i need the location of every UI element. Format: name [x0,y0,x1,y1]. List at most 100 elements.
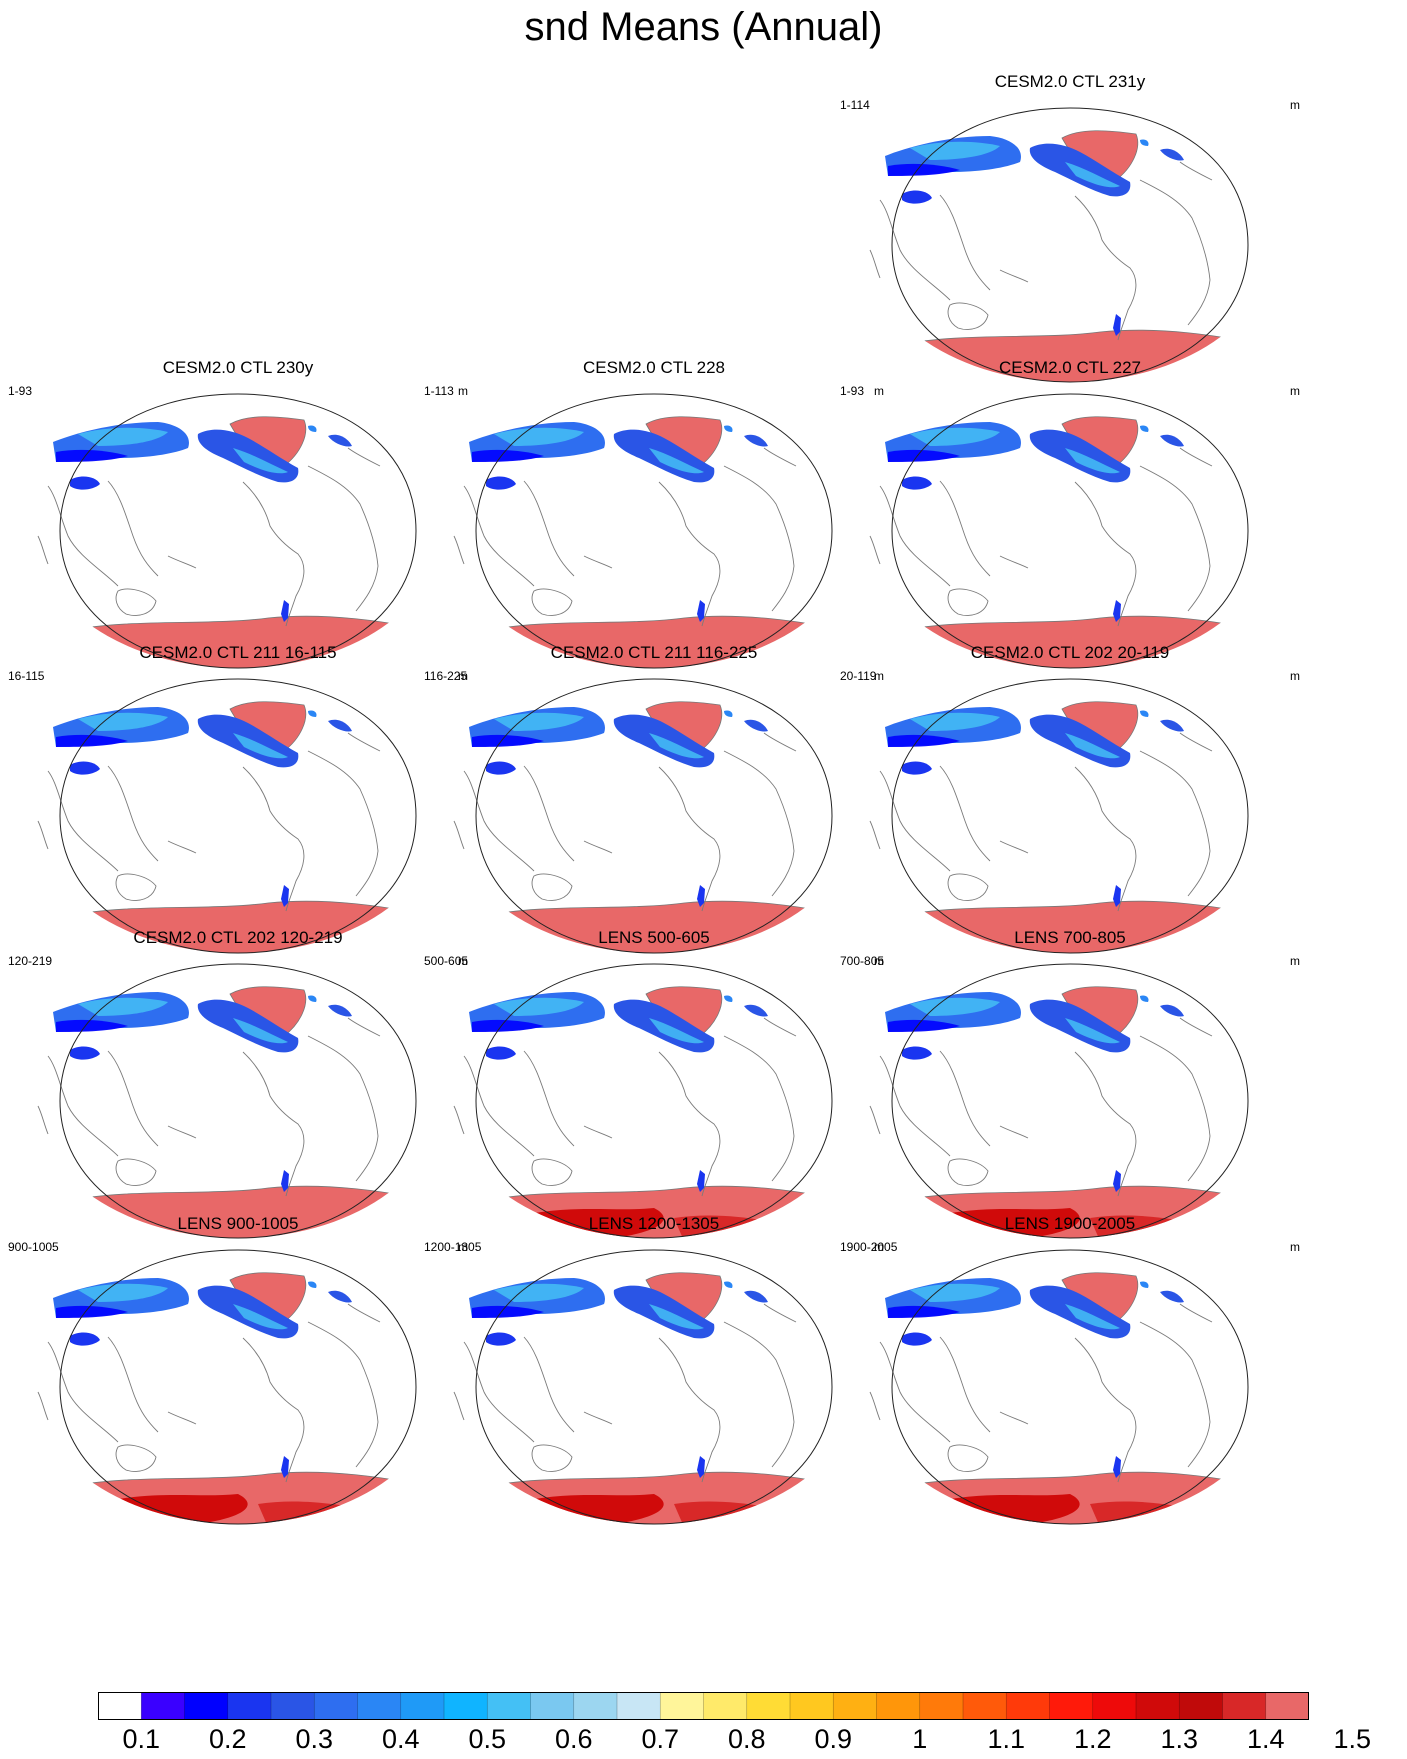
world-map [37,1249,429,1525]
panel-units: m [874,954,884,968]
colorbar-swatch [400,1692,445,1720]
panel-units: m [874,384,884,398]
colorbar-swatch [1179,1692,1223,1720]
panel-units: m [458,954,468,968]
panel-title: LENS 500-605 [598,928,710,947]
map-projection-outline [891,107,1249,383]
panel-title: CESM2.0 CTL 202 20-119 [970,643,1170,662]
andes-snow-region [281,885,289,907]
colorbar-swatch [703,1692,748,1720]
tibet-snow-region [902,761,932,775]
coastlines [37,1017,381,1197]
panel-title: CESM2.0 CTL 227 [998,358,1142,377]
colorbar-swatch [919,1692,964,1720]
panel-units: m [458,1240,468,1254]
panel-year-range: 1-114 [840,98,870,112]
coastlines [37,732,381,912]
map-panel: CESM2.0 CTL 202 120-219 120-219 m [8,928,468,1248]
panel-title: CESM2.0 CTL 211 16-115 [139,643,337,662]
map-panel: LENS 1200-1305 1200-1305 m [424,1214,884,1534]
panel-year-range: 20-119 [840,669,877,683]
map-projection-outline [891,393,1249,669]
tibet-snow-region [70,761,100,775]
map-projection-outline [59,1249,417,1525]
panel-units: m [874,669,884,683]
colorbar-swatch [1265,1692,1309,1720]
panel-units: m [1290,384,1300,398]
colorbar-swatch [444,1692,488,1720]
panel-units: m [1290,98,1300,112]
map-panel: CESM2.0 CTL 231y 1-114 m [840,72,1300,392]
colorbar-tick-label: 0.5 [468,1724,507,1754]
panel-title: LENS 1900-2005 [1004,1214,1136,1233]
colorbar-tick-label: 1.5 [1333,1724,1372,1754]
colorbar-tick-label: 1.1 [987,1724,1026,1754]
panel-title: CESM2.0 CTL 231y [994,72,1146,91]
panel-units: m [1290,954,1300,968]
panel-title: CESM2.0 CTL 202 120-219 [133,928,343,947]
andes-snow-region [697,600,705,622]
world-map [453,678,845,954]
world-map [869,393,1261,669]
tibet-snow-region [486,476,516,490]
colorbar-tick-label: 0.4 [381,1724,420,1754]
andes-snow-region [697,885,705,907]
panel-year-range: 1900-2005 [840,1240,898,1254]
colorbar-swatch [833,1692,877,1720]
map-projection-outline [891,1249,1249,1525]
colorbar-tick-label: 0.2 [208,1724,247,1754]
map-projection-outline [891,963,1249,1239]
colorbar-swatch [1136,1692,1180,1720]
panel-title: CESM2.0 CTL 228 [582,358,726,377]
world-map [869,963,1261,1239]
coastlines [453,732,797,912]
colorbar-swatch [963,1692,1007,1720]
colorbar-tick-labels: 0.1 0.2 0.3 0.4 0.5 0.6 0.7 0.8 0.9 1 1.1 1.2 1.3 1.4… [98,1722,1371,1758]
colorbar-tick-label: 1.3 [1160,1724,1199,1754]
map-panel: CESM2.0 CTL 211 116-225 116-225 m [424,643,884,963]
world-map [869,107,1261,383]
coastlines [869,161,1213,341]
colorbar-swatch [98,1692,142,1720]
coastlines [37,1303,381,1483]
tibet-snow-region [486,761,516,775]
andes-snow-region [697,1170,705,1192]
colorbar-tick-label: 0.1 [122,1724,161,1754]
tibet-snow-region [902,1332,932,1346]
colorbar-tick-label: 1.4 [1246,1724,1285,1754]
colorbar-tick-label: 1.2 [1073,1724,1112,1754]
panel-year-range: 116-225 [424,669,468,683]
colorbar-tick-label: 0.8 [727,1724,766,1754]
colorbar [98,1692,1309,1720]
panel-title: LENS 900-1005 [177,1214,299,1233]
colorbar-swatch [184,1692,229,1720]
colorbar-swatch [357,1692,402,1720]
world-map [869,1249,1261,1525]
panel-units: m [458,669,468,683]
coastlines [869,732,1213,912]
colorbar-swatch [227,1692,272,1720]
panel-units: m [1290,669,1300,683]
panel-year-range: 120-219 [8,954,53,968]
colorbar-swatch [617,1692,661,1720]
colorbar-tick-label: 0.7 [641,1724,680,1754]
map-panel: CESM2.0 CTL 202 20-119 20-119 m [840,643,1300,963]
colorbar-swatch [1222,1692,1267,1720]
map-projection-outline [475,963,833,1239]
map-projection-outline [475,1249,833,1525]
colorbar-swatch [746,1692,791,1720]
tibet-snow-region [486,1046,516,1060]
world-map [869,678,1261,954]
map-projection-outline [59,678,417,954]
colorbar-swatch [876,1692,921,1720]
map-panel: CESM2.0 CTL 211 16-115 16-115 m [8,643,468,963]
world-map [453,1249,845,1525]
panel-year-range: 1-113 [424,384,454,398]
coastlines [869,1303,1213,1483]
panel-year-range: 1-93 [840,384,865,398]
panel-year-range: 900-1005 [8,1240,59,1254]
panel-title: CESM2.0 CTL 230y [162,358,314,377]
colorbar-tick-label: 1 [912,1724,928,1754]
andes-snow-region [1113,600,1121,622]
colorbar-swatch [1092,1692,1137,1720]
